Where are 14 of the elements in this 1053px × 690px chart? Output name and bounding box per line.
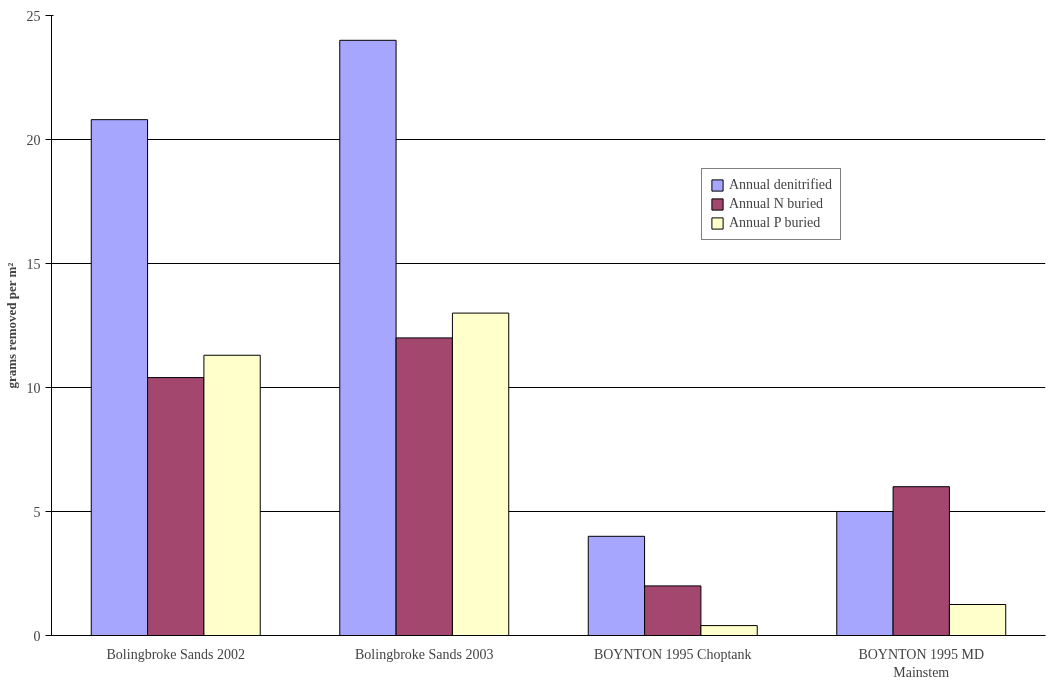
- legend-label: Annual N buried: [729, 196, 824, 212]
- y-tick-label: 20: [26, 132, 41, 148]
- y-tick-label: 15: [26, 256, 41, 272]
- legend-label: Annual P buried: [729, 215, 821, 231]
- y-tick-label: 5: [33, 504, 41, 520]
- y-tick-label: 0: [33, 628, 41, 644]
- y-tick-label: 25: [26, 8, 41, 24]
- x-tick-label: BOYNTON 1995 Choptank: [593, 646, 752, 662]
- x-tick-label: BOYNTON 1995 MD Mainstem: [858, 646, 985, 680]
- y-axis-title: grams removed per m²: [3, 262, 19, 389]
- legend-label: Annual denitrified: [729, 177, 833, 193]
- y-tick-label: 10: [26, 380, 41, 396]
- x-tick-label: Bolingbroke Sands 2002: [106, 646, 245, 662]
- x-tick-label: Bolingbroke Sands 2003: [355, 646, 494, 662]
